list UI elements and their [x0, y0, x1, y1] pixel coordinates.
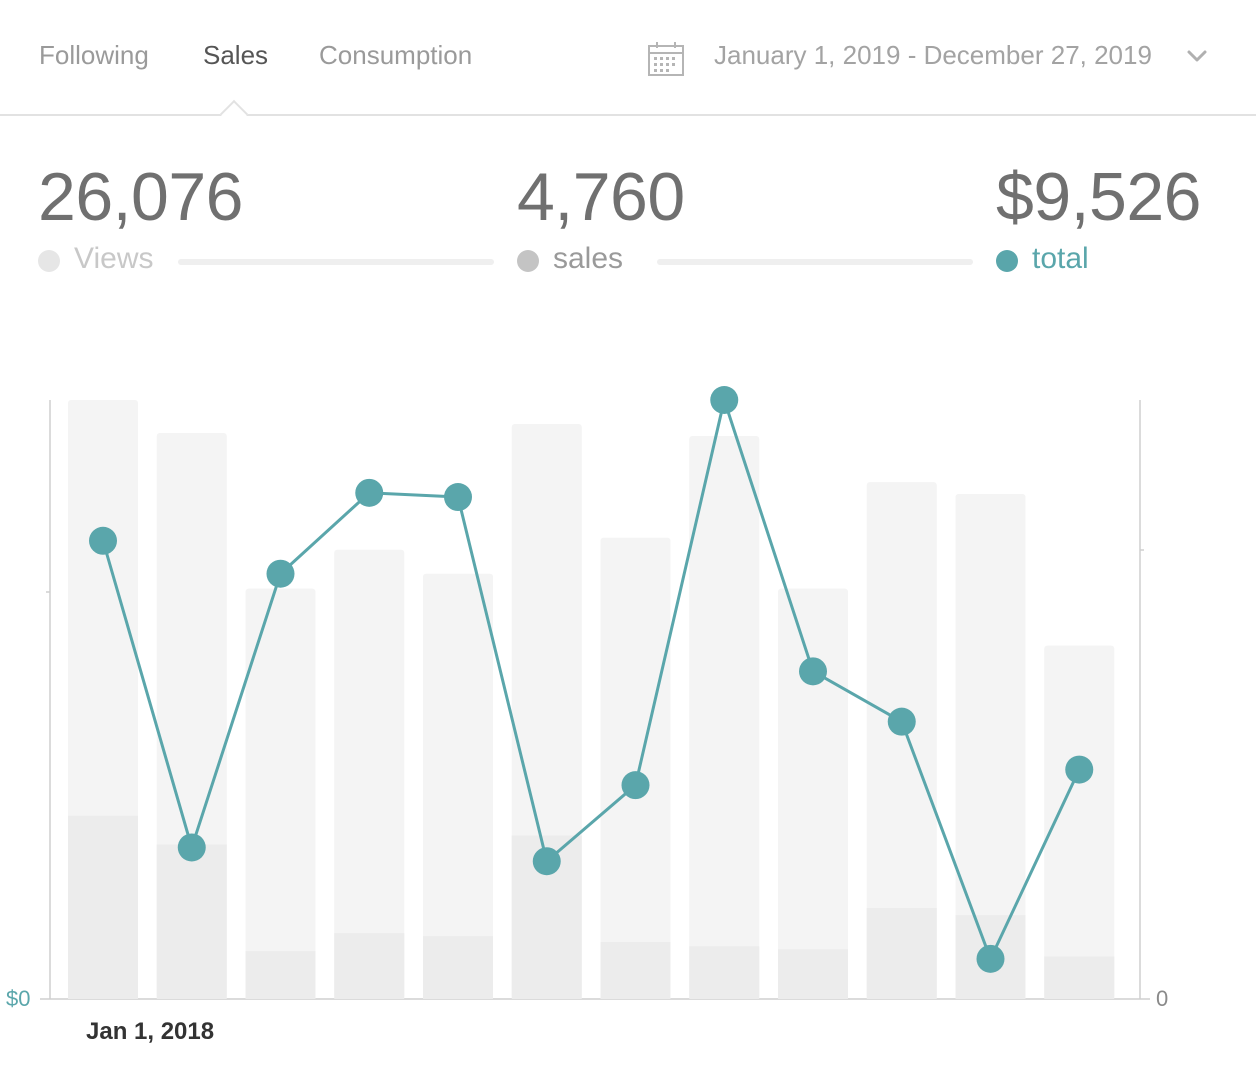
- views-legend-dot: [38, 250, 60, 272]
- sales-legend[interactable]: sales: [517, 242, 977, 278]
- sales-bar: [156, 844, 227, 999]
- total-point: [887, 707, 916, 736]
- tab-sales[interactable]: Sales: [203, 40, 269, 70]
- sales-bar: [68, 815, 138, 999]
- views-legend-label: Views: [74, 242, 154, 275]
- sales-value: 4,760: [517, 159, 685, 235]
- views-legend-line: [178, 259, 494, 265]
- total-point: [444, 483, 472, 512]
- total-legend-label: total: [1032, 242, 1089, 275]
- total-legend[interactable]: total: [996, 242, 1196, 278]
- views-bar: [955, 494, 1026, 999]
- views-bar: [689, 435, 760, 999]
- views-bar: [600, 537, 671, 999]
- date-range-selector[interactable]: January 1, 2019 - December 27, 2019: [714, 40, 1152, 70]
- total-legend-dot: [996, 250, 1018, 272]
- sales-bar: [334, 933, 405, 999]
- calendar-icon[interactable]: [648, 42, 684, 76]
- y-axis-right-min-label: 0: [1156, 986, 1169, 1011]
- sales-legend-line: [657, 259, 973, 265]
- views-bar: [778, 588, 848, 999]
- sales-bar: [689, 946, 760, 999]
- sales-bar: [245, 951, 316, 999]
- total-point: [177, 833, 206, 862]
- total-point: [89, 526, 117, 555]
- top-bar: Following Sales Consumption January 1, 2…: [0, 0, 1256, 116]
- sales-bar: [778, 949, 848, 999]
- views-value: 26,076: [38, 159, 243, 235]
- total-point: [355, 478, 384, 507]
- views-bar: [334, 549, 405, 999]
- total-point: [710, 386, 739, 414]
- sales-legend-dot: [517, 250, 539, 272]
- total-point: [1065, 755, 1094, 784]
- total-point: [266, 559, 295, 588]
- sales-legend-label: sales: [553, 242, 624, 275]
- total-value: $9,526: [996, 159, 1201, 235]
- tab-consumption[interactable]: Consumption: [319, 40, 473, 70]
- views-bar: [1044, 645, 1115, 999]
- total-line: [101, 398, 1081, 961]
- sales-bar: [423, 936, 493, 999]
- y-axis-left-min-label: $0: [6, 986, 31, 1011]
- views-legend[interactable]: Views: [38, 242, 498, 278]
- total-point: [532, 847, 561, 876]
- total-point: [976, 944, 1005, 973]
- sales-bar: [1044, 956, 1115, 999]
- sales-bar: [600, 942, 671, 999]
- views-bar: [423, 573, 493, 999]
- views-bar: [245, 588, 316, 999]
- total-point: [621, 771, 650, 800]
- sales-chart: [40, 386, 1150, 1000]
- sales-bar: [866, 907, 937, 999]
- x-axis-tick-label: Jan 1, 2018: [86, 1018, 215, 1045]
- views-bar: [866, 482, 937, 999]
- chevron-down-icon[interactable]: [1186, 48, 1208, 64]
- tab-following[interactable]: Following: [39, 40, 149, 70]
- total-point: [799, 657, 827, 686]
